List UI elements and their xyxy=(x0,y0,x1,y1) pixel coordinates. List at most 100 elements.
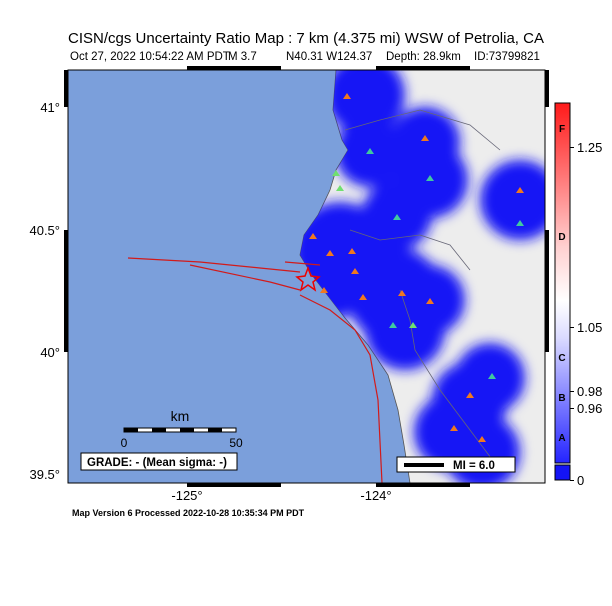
map-g xyxy=(570,147,574,481)
grade-letter: F xyxy=(559,124,565,135)
rivers xyxy=(344,109,501,471)
map-rect xyxy=(208,428,222,432)
map-path xyxy=(348,248,356,254)
map-path xyxy=(336,185,344,191)
map-path xyxy=(343,93,351,99)
map-rect xyxy=(187,66,281,70)
stations xyxy=(309,93,524,442)
map-path xyxy=(478,436,486,442)
lat-label: 40° xyxy=(40,345,60,360)
lat-labels: 41° 40.5° 40° 39.5° xyxy=(29,100,60,482)
colorbar: F D C B A 1.25 1.05 0.98 0.96 0 xyxy=(554,102,602,488)
lon-label: -124° xyxy=(360,488,391,503)
map-circle xyxy=(444,414,520,483)
map-g: 1.25 1.05 0.98 0.96 0 xyxy=(577,140,602,488)
map-rect xyxy=(570,408,574,409)
grade-letter: C xyxy=(558,353,565,364)
map-path xyxy=(421,135,429,141)
scale-end: 50 xyxy=(229,436,243,450)
event-id: ID:73799821 xyxy=(474,51,540,63)
map-path xyxy=(488,373,496,379)
map-area xyxy=(68,70,545,483)
colorbar-tick: 1.05 xyxy=(577,320,602,335)
map-rect xyxy=(376,66,470,70)
map-rect xyxy=(152,428,166,432)
colorbar-gradient xyxy=(554,102,571,464)
map-g xyxy=(366,148,524,379)
colorbar-tick: 0.98 xyxy=(577,384,602,399)
uncertainty-blobs xyxy=(300,70,545,483)
map-path xyxy=(516,220,524,226)
footer: Map Version 6 Processed 2022-10-28 10:35… xyxy=(72,508,305,518)
frame-ticks xyxy=(64,66,549,487)
map-path xyxy=(366,148,374,154)
colorbar-tick: 1.25 xyxy=(577,140,602,155)
lat-label: 41° xyxy=(40,100,60,115)
mi-text: MI = 6.0 xyxy=(453,460,495,472)
map-circle xyxy=(365,290,445,370)
map-g: F D C B A xyxy=(558,124,565,444)
colorbar-tick: 0.96 xyxy=(577,401,602,416)
map-rect xyxy=(570,480,574,481)
scale-start: 0 xyxy=(121,436,128,450)
map-path xyxy=(359,294,367,300)
map-rect xyxy=(570,391,574,392)
title: CISN/cgs Uncertainty Ratio Map : 7 km (4… xyxy=(68,30,544,47)
map-path xyxy=(127,257,301,273)
lon-label: -125° xyxy=(171,488,202,503)
map-path xyxy=(516,187,524,193)
map-path xyxy=(332,170,340,176)
location: N40.31 W124.37 xyxy=(286,51,372,63)
map-rect xyxy=(545,70,549,107)
map-rect xyxy=(187,483,281,487)
map-path xyxy=(284,261,321,266)
map-path xyxy=(426,175,434,181)
map-path xyxy=(349,229,471,271)
map-circle xyxy=(325,70,405,135)
epicenter xyxy=(295,265,321,292)
map-rect xyxy=(124,428,138,432)
faults xyxy=(127,257,383,483)
map-path xyxy=(320,287,328,293)
map-rect xyxy=(570,327,574,328)
lat-label: 39.5° xyxy=(29,467,60,482)
map-rect xyxy=(376,483,470,487)
grade-letter: B xyxy=(558,393,565,404)
grade-text: GRADE: - (Mean sigma: -) xyxy=(87,457,227,469)
colorbar-zero xyxy=(554,464,571,481)
map-path xyxy=(426,298,434,304)
map-rect xyxy=(570,147,574,148)
mi-line xyxy=(404,463,444,467)
map-path xyxy=(351,268,359,274)
map-path xyxy=(344,109,501,151)
map-path xyxy=(309,233,317,239)
map-path xyxy=(409,322,417,328)
depth: Depth: 28.9km xyxy=(386,51,461,63)
map-path xyxy=(326,250,334,256)
grade-letter: D xyxy=(558,232,565,243)
map-path xyxy=(466,392,474,398)
lat-label: 40.5° xyxy=(29,223,60,238)
colorbar-tick: 0 xyxy=(577,473,584,488)
map-g xyxy=(309,93,524,442)
grade-letter: A xyxy=(558,433,565,444)
map-path xyxy=(398,290,406,296)
map-rect xyxy=(64,70,68,107)
grade-box xyxy=(80,452,238,471)
mi-box xyxy=(396,456,516,473)
map-g xyxy=(300,70,545,483)
date: Oct 27, 2022 10:54:22 AM PDT xyxy=(70,51,230,63)
scale-bar: km 0 50 xyxy=(121,408,243,450)
map-rect xyxy=(545,230,549,352)
map-path xyxy=(399,289,501,471)
scale-unit: km xyxy=(171,408,190,424)
map-g xyxy=(332,170,417,328)
map-circle xyxy=(480,160,545,240)
map-path xyxy=(299,294,383,483)
map-path xyxy=(450,425,458,431)
map-path xyxy=(393,214,401,220)
map-rect xyxy=(180,428,194,432)
